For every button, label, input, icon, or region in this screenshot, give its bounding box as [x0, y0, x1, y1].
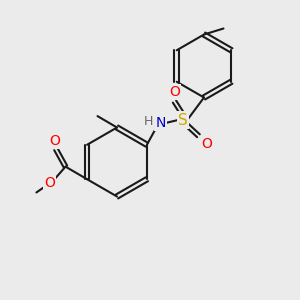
Text: N: N [155, 116, 166, 130]
Text: O: O [44, 176, 56, 190]
Text: O: O [201, 137, 212, 151]
Text: S: S [178, 113, 188, 128]
Text: O: O [49, 134, 60, 148]
Text: O: O [169, 85, 180, 99]
Text: H: H [144, 115, 153, 128]
